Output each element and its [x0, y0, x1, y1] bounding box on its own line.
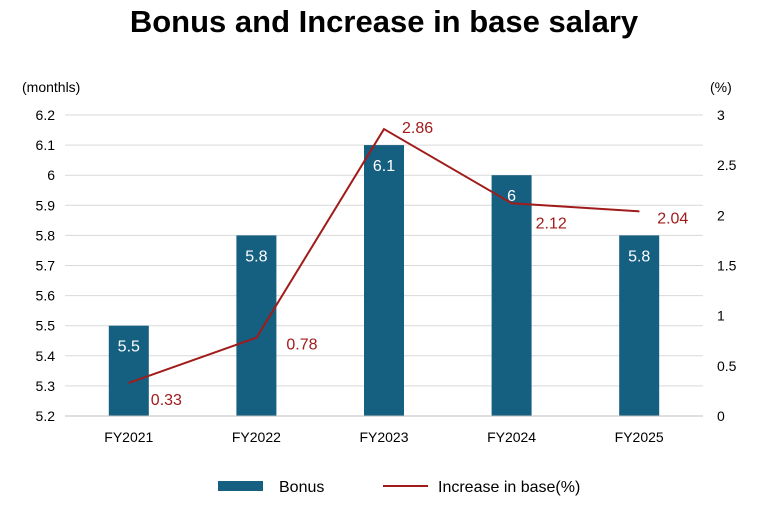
- y-right-tick-label: 0: [717, 408, 725, 424]
- line-value-label: 0.33: [151, 392, 182, 409]
- axes: 5.2 5.3 5.4 5.5 5.6 5.7 5.8 5.9 6 6.1 6.2 0 0.5 1 1.5 2…: [22, 79, 737, 445]
- line-point: [128, 382, 130, 384]
- y-left-tick-label: 5.3: [36, 378, 56, 394]
- line-value-label: 2.86: [402, 120, 433, 137]
- bar: [236, 235, 277, 416]
- line-point: [383, 128, 385, 130]
- bars: [108, 145, 660, 416]
- line-value-label: 2.12: [536, 215, 567, 232]
- y-right-tick-label: 1.5: [717, 258, 737, 274]
- y-left-tick-label: 5.8: [36, 227, 56, 243]
- y-left-tick-label: 5.6: [36, 288, 56, 304]
- y-left-tick-label: 6.2: [36, 107, 56, 123]
- bar: [619, 235, 660, 416]
- legend-label-bonus: Bonus: [279, 479, 324, 496]
- y-right-tick-label: 1: [717, 308, 725, 324]
- line-value-label: 2.04: [657, 210, 688, 227]
- y-left-tick-label: 5.9: [36, 197, 56, 213]
- line-point: [255, 337, 257, 339]
- y-right-tick-label: 0.5: [717, 358, 737, 374]
- y-right-tick-label: 2: [717, 207, 725, 223]
- line-value-label: 0.78: [286, 337, 317, 354]
- y-right-unit: (%): [710, 79, 732, 95]
- x-tick-label: FY2024: [487, 429, 536, 445]
- y-left-unit: (monthls): [22, 79, 80, 95]
- line-point: [638, 210, 640, 212]
- x-tick-label: FY2025: [615, 429, 664, 445]
- x-tick-label: FY2023: [359, 429, 408, 445]
- y-left-tick-label: 5.7: [36, 258, 56, 274]
- bar-value-label: 5.8: [245, 248, 267, 265]
- y-right-tick-label: 2.5: [717, 157, 737, 173]
- line-series: [128, 127, 640, 384]
- chart-title: Bonus and Increase in base salary: [129, 4, 639, 39]
- bar: [108, 325, 149, 416]
- y-left-tick-label: 6.1: [36, 137, 56, 153]
- bar-value-label: 5.8: [628, 248, 650, 265]
- y-left-tick-label: 5.5: [36, 318, 56, 334]
- legend: Bonus Increase in base(%): [218, 479, 580, 496]
- bar: [364, 145, 404, 416]
- data-labels: 5.5 5.8 6.1 6 5.8 0.33 0.78 2.86 2.12 2.04: [118, 120, 689, 409]
- y-right-tick-label: 3: [717, 107, 725, 123]
- legend-swatch-bonus: [218, 481, 263, 491]
- bar-value-label: 5.5: [118, 339, 140, 356]
- y-left-tick-label: 5.4: [36, 348, 56, 364]
- x-tick-label: FY2022: [232, 429, 281, 445]
- bar-value-label: 6: [507, 188, 516, 205]
- bar-value-label: 6.1: [373, 158, 395, 175]
- bar: [491, 175, 532, 416]
- line-point: [511, 202, 513, 204]
- y-left-tick-label: 6: [47, 167, 55, 183]
- x-tick-label: FY2021: [104, 429, 153, 445]
- y-left-tick-label: 5.2: [36, 408, 56, 424]
- legend-label-increase: Increase in base(%): [438, 479, 580, 496]
